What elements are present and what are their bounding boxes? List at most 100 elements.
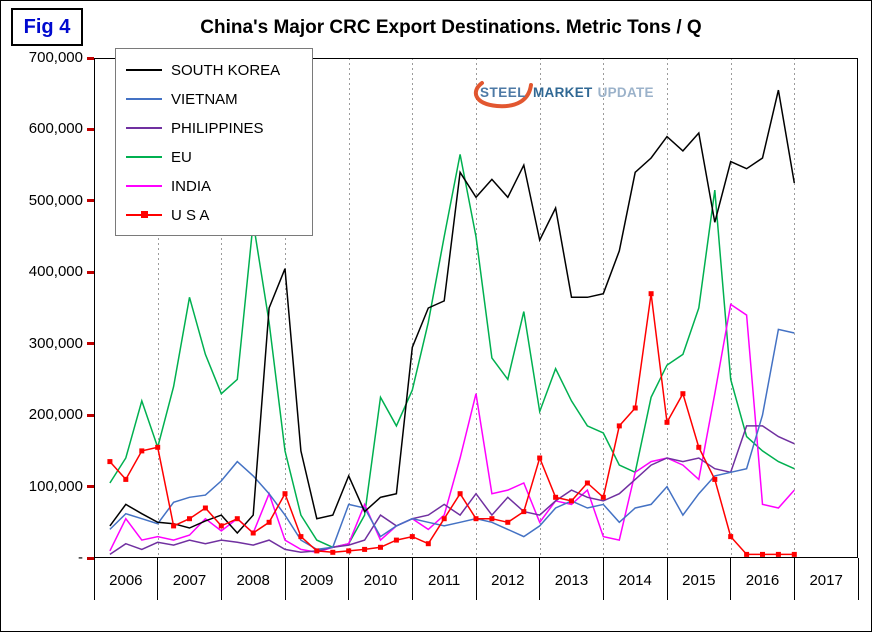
series-marker-u-s-a — [616, 423, 622, 429]
series-marker-u-s-a — [664, 419, 670, 425]
series-marker-u-s-a — [234, 516, 240, 522]
series-marker-u-s-a — [362, 546, 368, 552]
x-axis-year-label: 2013 — [554, 572, 589, 589]
series-marker-u-s-a — [584, 480, 590, 486]
figure-label: Fig 4 — [23, 15, 71, 38]
legend-label: INDIA — [171, 178, 212, 195]
legend-line-sample — [126, 180, 162, 193]
chart-title: China's Major CRC Export Destinations. M… — [200, 17, 702, 38]
series-marker-u-s-a — [760, 551, 765, 557]
legend-line-sample — [126, 93, 162, 106]
y-axis-label: 600,000 — [28, 120, 83, 138]
series-marker-u-s-a — [425, 541, 431, 547]
y-axis-label: 400,000 — [28, 263, 83, 281]
legend-item-eu: EU — [116, 143, 312, 172]
series-line-vietnam — [109, 328, 795, 551]
x-axis-year-label: 2016 — [745, 572, 780, 589]
series-marker-u-s-a — [139, 448, 145, 454]
y-axis-label: 700,000 — [28, 49, 83, 66]
x-axis-year-label: 2007 — [172, 572, 207, 589]
series-marker-u-s-a — [457, 491, 463, 497]
logo-steel-text: STEEL — [480, 85, 527, 100]
y-axis-tick — [87, 556, 94, 560]
y-axis-tick — [87, 485, 94, 489]
legend-line — [126, 69, 162, 71]
legend-line-sample — [126, 209, 162, 222]
legend-square-marker — [141, 211, 148, 218]
y-axis-label: 300,000 — [28, 334, 83, 352]
legend-label: VIETNAM — [171, 91, 238, 108]
series-marker-u-s-a — [250, 530, 256, 536]
series-line-u-s-a — [109, 293, 795, 556]
series-marker-u-s-a — [187, 516, 192, 522]
series-marker-u-s-a — [330, 549, 336, 555]
series-marker-u-s-a — [314, 548, 320, 554]
y-axis-tick — [87, 199, 94, 203]
x-axis-tick — [730, 558, 732, 600]
y-axis-tick — [87, 342, 94, 346]
legend-item-u-s-a: U S A — [116, 201, 312, 230]
legend-item-south-korea: SOUTH KOREA — [116, 56, 312, 85]
x-axis-tick — [157, 558, 159, 600]
y-axis-label: - — [78, 549, 83, 566]
series-marker-u-s-a — [346, 548, 352, 554]
series-marker-u-s-a — [218, 523, 224, 529]
legend: SOUTH KOREA VIETNAM PHILIPPINES EU INDIA U S … — [115, 48, 313, 236]
y-axis-label: 100,000 — [28, 477, 83, 495]
series-marker-u-s-a — [298, 534, 304, 540]
x-axis-year-label: 2006 — [109, 572, 143, 589]
x-axis-year-label: 2009 — [300, 572, 334, 589]
x-axis-tick — [666, 558, 668, 600]
y-axis-tick — [87, 270, 94, 274]
x-axis-tick — [348, 558, 350, 600]
series-marker-u-s-a — [123, 476, 129, 482]
series-marker-u-s-a — [107, 459, 113, 465]
series-marker-u-s-a — [744, 551, 750, 557]
series-line-eu — [109, 154, 795, 549]
series-marker-u-s-a — [393, 537, 399, 543]
steel-market-update-logo: STEEL MARKET UPDATE — [473, 81, 654, 109]
series-marker-u-s-a — [791, 551, 797, 557]
series-marker-u-s-a — [728, 534, 734, 540]
series-marker-u-s-a — [266, 519, 272, 525]
series-marker-u-s-a — [537, 455, 543, 461]
legend-label: U S A — [171, 207, 210, 224]
figure-label-badge: Fig 4 — [11, 8, 83, 46]
series-marker-u-s-a — [155, 444, 161, 450]
x-axis-year-label: 2012 — [491, 572, 525, 589]
legend-line-sample — [126, 151, 162, 164]
series-marker-u-s-a — [775, 551, 781, 557]
series-line-india — [109, 303, 795, 554]
x-axis-year-label: 2014 — [618, 572, 652, 589]
legend-label: SOUTH KOREA — [171, 62, 281, 79]
legend-line — [126, 127, 162, 129]
x-axis-tick — [284, 558, 286, 600]
series-marker-u-s-a — [441, 516, 447, 522]
x-axis-tick — [220, 558, 222, 600]
x-axis-tick — [539, 558, 541, 600]
x-axis-tick — [93, 558, 95, 600]
legend-line-sample — [126, 64, 162, 77]
series-marker-u-s-a — [569, 498, 574, 504]
x-axis-year-label: 2011 — [428, 572, 461, 589]
y-axis-tick — [87, 413, 94, 417]
series-marker-u-s-a — [505, 519, 511, 525]
x-axis-tick — [411, 558, 413, 600]
x-axis-tick — [857, 558, 859, 600]
legend-line — [126, 156, 162, 158]
series-marker-u-s-a — [696, 444, 702, 450]
legend-item-india: INDIA — [116, 172, 312, 201]
x-axis-year-label: 2010 — [363, 572, 398, 589]
series-line-south-korea — [109, 89, 796, 535]
legend-line — [126, 185, 162, 187]
y-axis-tick — [87, 127, 94, 131]
series-marker-u-s-a — [282, 491, 288, 497]
series-marker-u-s-a — [489, 516, 495, 522]
series-line-philippines — [109, 425, 795, 556]
x-axis-year-label: 2015 — [682, 572, 716, 589]
legend-item-philippines: PHILIPPINES — [116, 114, 312, 143]
series-marker-u-s-a — [600, 494, 606, 500]
series-marker-u-s-a — [553, 494, 559, 500]
x-axis-tick — [475, 558, 477, 600]
